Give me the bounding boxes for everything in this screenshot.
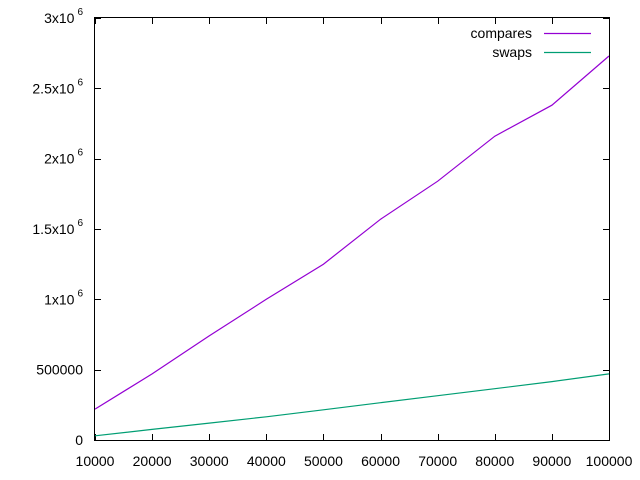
axis-ticks — [95, 18, 610, 441]
y-tick-label: 2.5x10 6 — [32, 77, 83, 96]
legend: compares swaps — [471, 25, 591, 60]
y-tick-label: 1.5x10 6 — [32, 218, 83, 237]
y-tick-label-exponent: 6 — [77, 218, 83, 229]
y-tick-label-base: 3x10 — [44, 10, 75, 26]
y-tick-label: 3x10 6 — [44, 7, 83, 26]
x-tick-label: 30000 — [190, 453, 229, 469]
x-tick-label: 100000 — [586, 453, 633, 469]
x-tick-label: 20000 — [133, 453, 172, 469]
x-tick-label: 70000 — [418, 453, 457, 469]
y-tick-label: 0 — [75, 432, 83, 448]
series-line-swaps — [94, 373, 610, 437]
x-tick-label: 10000 — [76, 453, 115, 469]
y-tick-label-base: 1x10 — [44, 291, 75, 307]
x-tick-label: 90000 — [532, 453, 571, 469]
y-tick-label: 500000 — [36, 362, 83, 378]
x-tick-labels: 10000 20000 30000 40000 50000 60000 70000 80000… — [76, 453, 633, 469]
y-tick-label-base: 0 — [75, 432, 83, 448]
x-tick-label: 80000 — [475, 453, 514, 469]
y-tick-label-base: 500000 — [36, 362, 83, 378]
y-tick-label-base: 2.5x10 — [32, 80, 74, 96]
legend-label: swaps — [492, 44, 532, 60]
legend-label: compares — [471, 25, 532, 41]
y-tick-label: 2x10 6 — [44, 148, 83, 167]
series-line-compares — [94, 55, 610, 410]
y-tick-label-base: 2x10 — [44, 151, 75, 167]
y-tick-label-base: 1.5x10 — [32, 221, 74, 237]
x-tick-label: 60000 — [361, 453, 400, 469]
series-layer — [94, 55, 610, 437]
y-tick-label-exponent: 6 — [77, 7, 83, 18]
y-tick-label-exponent: 6 — [77, 288, 83, 299]
y-tick-label-exponent: 6 — [77, 77, 83, 88]
plot-frame — [94, 17, 610, 441]
y-tick-label: 1x10 6 — [44, 288, 83, 307]
x-tick-label: 50000 — [304, 453, 343, 469]
y-tick-label-exponent: 6 — [77, 148, 83, 159]
x-tick-label: 40000 — [247, 453, 286, 469]
